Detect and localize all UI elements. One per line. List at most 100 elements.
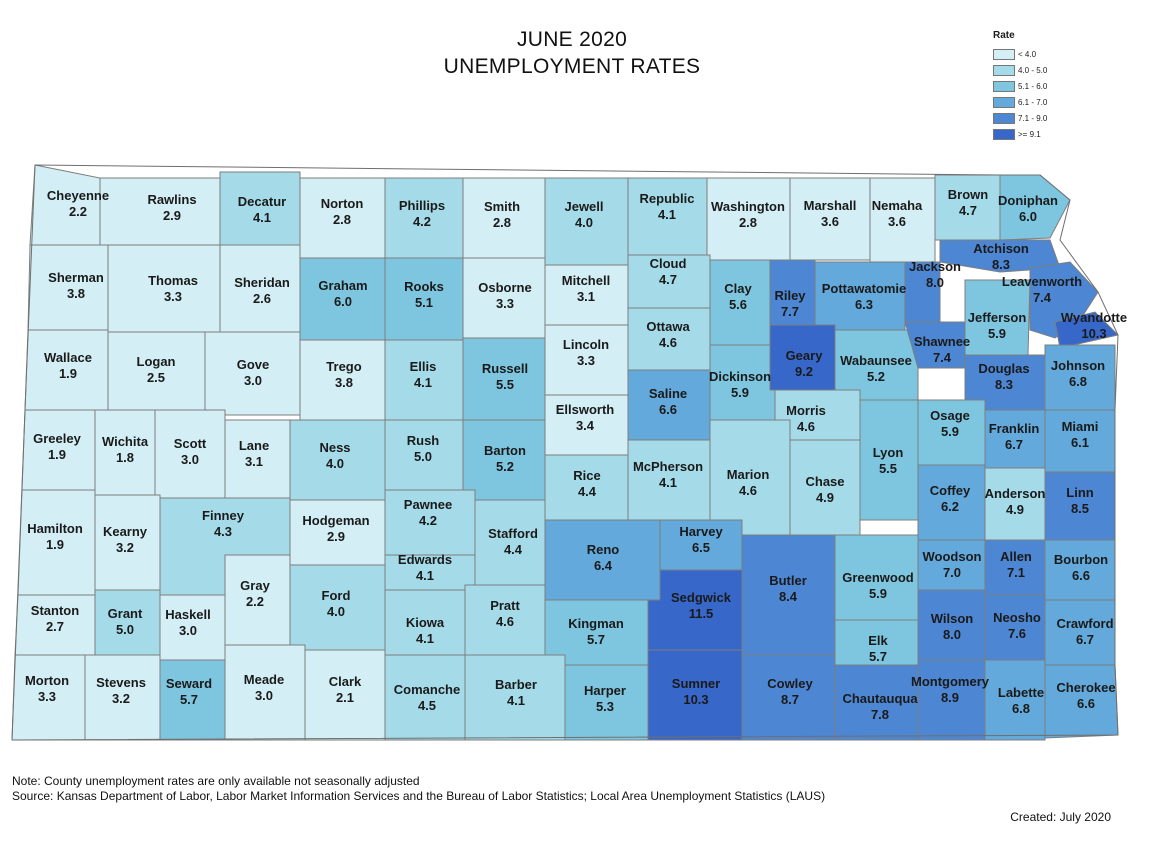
county-rate-comanche: 4.5 — [418, 698, 436, 713]
county-name-geary: Geary — [786, 348, 824, 363]
county-name-rooks: Rooks — [404, 279, 444, 294]
county-rate-dickinson: 5.9 — [731, 385, 749, 400]
county-rate-stafford: 4.4 — [504, 542, 523, 557]
county-name-decatur: Decatur — [238, 194, 286, 209]
footer: Note: County unemployment rates are only… — [12, 774, 825, 804]
county-name-cloud: Cloud — [650, 256, 687, 271]
county-rate-osage: 5.9 — [941, 424, 959, 439]
county-cheyenne — [29, 164, 101, 246]
county-name-franklin: Franklin — [989, 421, 1040, 436]
county-rate-osborne: 3.3 — [496, 296, 514, 311]
county-rate-decatur: 4.1 — [253, 210, 271, 225]
county-name-russell: Russell — [482, 361, 528, 376]
county-rate-lincoln: 3.3 — [577, 353, 595, 368]
county-name-kiowa: Kiowa — [406, 615, 445, 630]
county-name-woodson: Woodson — [923, 549, 982, 564]
county-rate-sherman: 3.8 — [67, 286, 85, 301]
county-rate-wallace: 1.9 — [59, 366, 77, 381]
county-rate-elk: 5.7 — [869, 649, 887, 664]
county-name-nemaha: Nemaha — [872, 198, 923, 213]
county-name-cheyenne: Cheyenne — [47, 188, 109, 203]
county-rate-saline: 6.6 — [659, 402, 677, 417]
county-name-logan: Logan — [137, 354, 176, 369]
county-name-comanche: Comanche — [394, 682, 460, 697]
county-name-republic: Republic — [640, 191, 695, 206]
county-rate-republic: 4.1 — [658, 207, 676, 222]
county-rate-barber: 4.1 — [507, 693, 525, 708]
county-name-greeley: Greeley — [33, 431, 81, 446]
county-rate-chautauqua: 7.8 — [871, 707, 889, 722]
county-rate-neosho: 7.6 — [1008, 626, 1026, 641]
legend-title: Rate — [993, 30, 1015, 41]
county-name-sherman: Sherman — [48, 270, 104, 285]
county-name-allen: Allen — [1000, 549, 1032, 564]
county-name-marshall: Marshall — [804, 198, 857, 213]
county-rate-edwards: 4.1 — [416, 568, 434, 583]
county-rate-meade: 3.0 — [255, 688, 273, 703]
county-name-lincoln: Lincoln — [563, 337, 609, 352]
legend-label: 5.1 - 6.0 — [1018, 81, 1048, 91]
legend-label: 4.0 - 5.0 — [1018, 65, 1048, 75]
county-name-pottawatomie: Pottawatomie — [822, 281, 907, 296]
county-rate-stevens: 3.2 — [112, 691, 130, 706]
county-rate-riley: 7.7 — [781, 304, 799, 319]
county-rate-jefferson: 5.9 — [988, 326, 1006, 341]
county-rate-clay: 5.6 — [729, 297, 747, 312]
legend-label: 6.1 - 7.0 — [1018, 97, 1048, 107]
county-name-smith: Smith — [484, 199, 520, 214]
county-name-jackson: Jackson — [909, 259, 961, 274]
county-name-elk: Elk — [868, 633, 888, 648]
legend-label: < 4.0 — [1018, 49, 1037, 59]
map-title-line1: JUNE 2020 — [516, 28, 628, 51]
county-rate-ellsworth: 3.4 — [576, 418, 595, 433]
county-name-barber: Barber — [495, 677, 537, 692]
county-rate-mitchell: 3.1 — [577, 289, 595, 304]
county-rate-mcpherson: 4.1 — [659, 475, 677, 490]
county-name-sumner: Sumner — [672, 676, 720, 691]
county-rate-cloud: 4.7 — [659, 272, 677, 287]
county-rate-crawford: 6.7 — [1076, 632, 1094, 647]
county-name-sedgwick: Sedgwick — [671, 590, 732, 605]
county-rate-marion: 4.6 — [739, 483, 757, 498]
legend-item: < 4.0 — [993, 46, 1123, 62]
county-rate-woodson: 7.0 — [943, 565, 961, 580]
county-rate-scott: 3.0 — [181, 452, 199, 467]
county-rate-harvey: 6.5 — [692, 540, 710, 555]
county-name-riley: Riley — [774, 288, 806, 303]
county-name-meade: Meade — [244, 672, 284, 687]
county-labette — [984, 659, 1046, 741]
county-rate-nemaha: 3.6 — [888, 214, 906, 229]
county-name-osborne: Osborne — [478, 280, 531, 295]
county-rate-thomas: 3.3 — [164, 289, 182, 304]
county-rate-greenwood: 5.9 — [869, 586, 887, 601]
county-name-wabaunsee: Wabaunsee — [840, 353, 912, 368]
county-name-barton: Barton — [484, 443, 526, 458]
county-name-lane: Lane — [239, 438, 269, 453]
county-rate-washington: 2.8 — [739, 215, 757, 230]
county-name-hamilton: Hamilton — [27, 521, 83, 536]
county-rate-anderson: 4.9 — [1006, 502, 1024, 517]
county-rate-linn: 8.5 — [1071, 501, 1089, 516]
county-name-seward: Seward — [166, 676, 212, 691]
county-name-pawnee: Pawnee — [404, 497, 452, 512]
county-name-jefferson: Jefferson — [968, 310, 1027, 325]
county-rate-cheyenne: 2.2 — [69, 204, 87, 219]
county-name-stevens: Stevens — [96, 675, 146, 690]
kansas-county-map: Cheyenne2.2Rawlins2.9Decatur4.1Norton2.8… — [11, 164, 1127, 741]
county-name-chase: Chase — [805, 474, 844, 489]
county-name-mcpherson: McPherson — [633, 459, 703, 474]
county-name-ness: Ness — [319, 440, 350, 455]
legend-swatch — [993, 128, 1015, 140]
county-rate-graham: 6.0 — [334, 294, 352, 309]
county-name-johnson: Johnson — [1051, 358, 1105, 373]
county-name-lyon: Lyon — [873, 445, 904, 460]
county-rate-ottawa: 4.6 — [659, 335, 677, 350]
county-rate-miami: 6.1 — [1071, 435, 1089, 450]
county-name-labette: Labette — [998, 685, 1044, 700]
county-name-hodgeman: Hodgeman — [302, 513, 369, 528]
county-rate-pottawatomie: 6.3 — [855, 297, 873, 312]
county-rate-rooks: 5.1 — [415, 295, 433, 310]
county-rate-phillips: 4.2 — [413, 214, 431, 229]
county-rate-pawnee: 4.2 — [419, 513, 437, 528]
legend-item: 4.0 - 5.0 — [993, 62, 1123, 78]
